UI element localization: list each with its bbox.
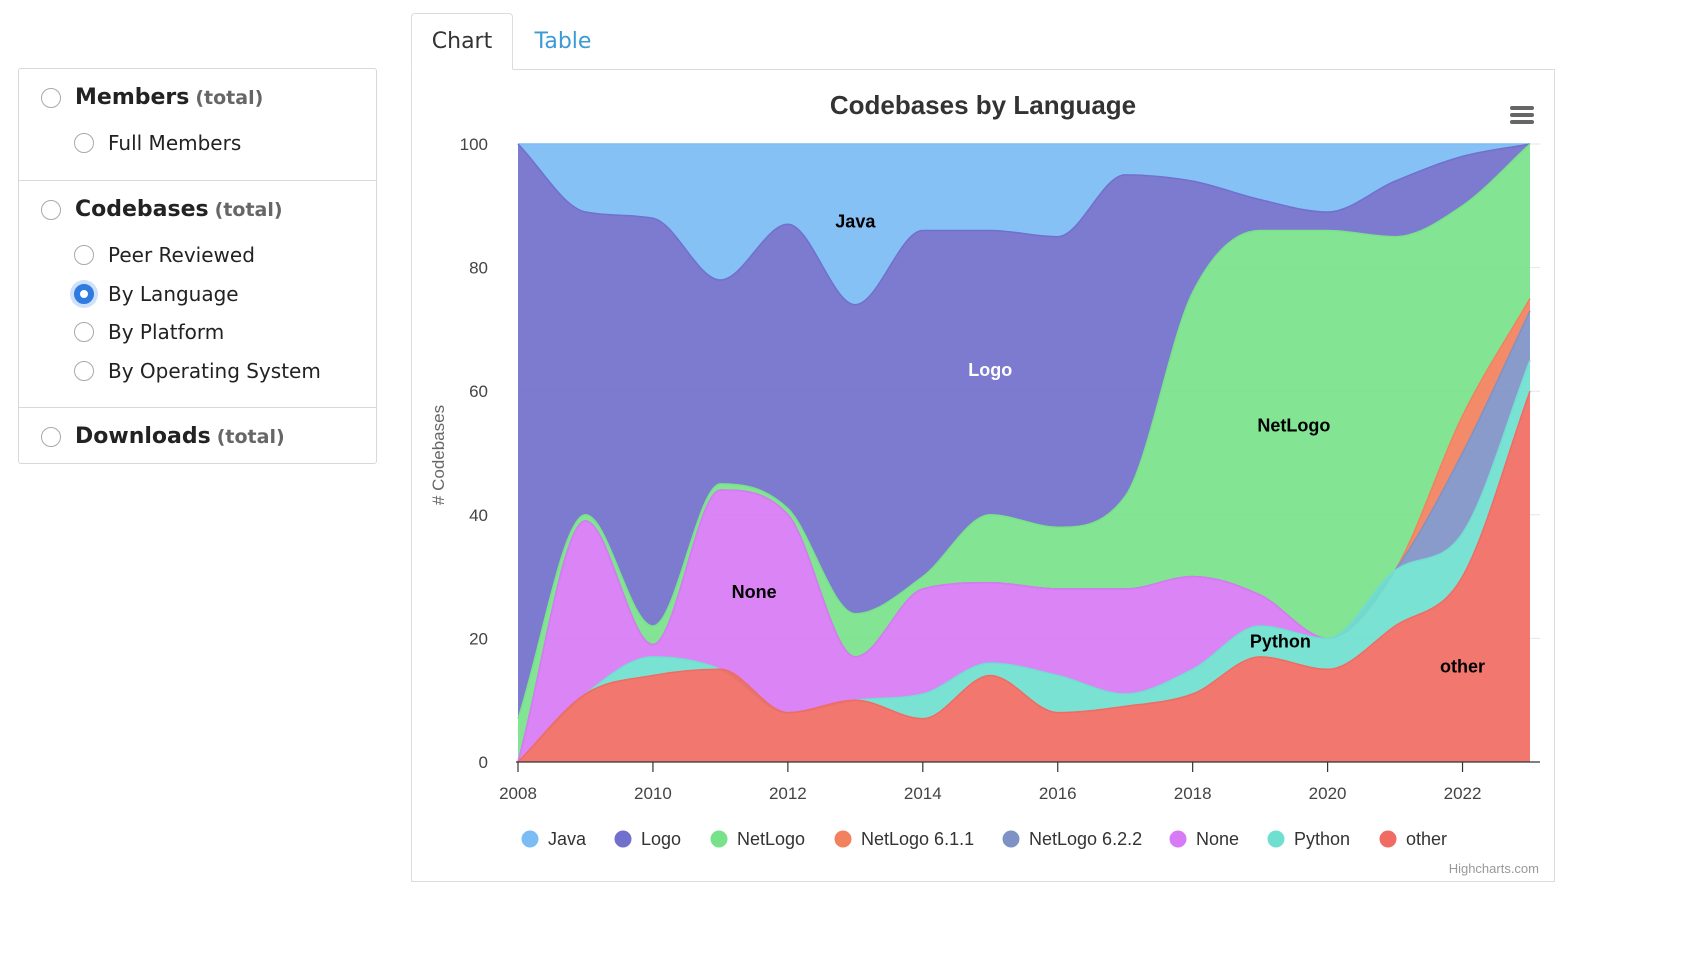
x-tick-label: 2010 (634, 784, 672, 803)
x-tick-label: 2018 (1174, 784, 1212, 803)
x-tick-label: 2008 (499, 784, 537, 803)
y-tick-label: 100 (460, 135, 488, 154)
y-tick-label: 80 (469, 259, 488, 278)
area-java[interactable] (518, 144, 1530, 305)
downloads-radio-option[interactable]: Downloads (total) (41, 424, 285, 449)
legend-label: NetLogo 6.1.1 (861, 829, 974, 849)
by-operating-system-option[interactable]: By Operating System (74, 359, 321, 383)
legend-label: Java (548, 829, 587, 849)
series-areas (517, 143, 1531, 763)
legend-marker (521, 830, 539, 848)
by-operating-system-radio[interactable] (74, 361, 94, 381)
peer-reviewed-radio[interactable] (74, 245, 94, 265)
legend-label: other (1406, 829, 1447, 849)
x-tick-label: 2016 (1039, 784, 1077, 803)
legend-item-other[interactable]: other (1379, 829, 1448, 849)
area-other[interactable] (518, 391, 1530, 762)
area-none[interactable] (518, 360, 1530, 762)
legend-marker (1379, 830, 1397, 848)
y-tick-label: 0 (479, 753, 488, 772)
tab-table[interactable]: Table (534, 29, 592, 54)
series-line-python (517, 360, 1531, 763)
legend: Java Logo NetLogo NetLogo 6.1.1 NetLogo 6.2.… (521, 829, 1448, 849)
by-language-radio[interactable] (74, 284, 94, 304)
legend-item-python[interactable]: Python (1267, 829, 1351, 849)
downloads-label: Downloads (75, 424, 211, 449)
codebases-total-suffix: (total) (214, 199, 283, 221)
area-label-java: Java (835, 211, 876, 231)
downloads-group: Downloads (total) (19, 407, 376, 465)
members-group: Members (total) Full Members (19, 69, 376, 180)
area-label-none: None (732, 582, 777, 602)
series-line-other (517, 390, 1531, 763)
codebases-label: Codebases (75, 197, 209, 222)
legend-label: None (1196, 829, 1239, 849)
members-radio[interactable] (41, 87, 61, 108)
area-label-netlogo: NetLogo (1257, 415, 1330, 435)
legend-marker (834, 830, 852, 848)
series-line-logo (517, 143, 1531, 306)
legend-marker (710, 830, 728, 848)
chart-title: Codebases by Language (830, 90, 1136, 120)
codebases-radio[interactable] (41, 199, 61, 220)
area-label-python: Python (1250, 632, 1311, 652)
legend-item-netlogo-6-2-2[interactable]: NetLogo 6.2.2 (1002, 829, 1143, 849)
by-platform-radio[interactable] (74, 322, 94, 342)
legend-marker (1267, 830, 1285, 848)
full-members-label: Full Members (108, 131, 242, 155)
x-tick-label: 2014 (904, 784, 942, 803)
by-platform-option[interactable]: By Platform (74, 320, 224, 344)
by-language-label: By Language (108, 282, 239, 306)
legend-item-logo[interactable]: Logo (614, 829, 682, 849)
legend-item-none[interactable]: None (1169, 829, 1240, 849)
by-platform-label: By Platform (108, 320, 225, 344)
by-operating-system-label: By Operating System (108, 359, 321, 383)
downloads-radio[interactable] (41, 426, 61, 447)
hamburger-icon[interactable] (1508, 103, 1536, 131)
members-label: Members (75, 85, 190, 110)
area-python[interactable] (518, 360, 1530, 762)
legend-marker (1169, 830, 1187, 848)
legend-label: NetLogo 6.2.2 (1029, 829, 1142, 849)
members-radio-option[interactable]: Members (total) (41, 85, 263, 110)
legend-item-netlogo[interactable]: NetLogo (710, 829, 806, 849)
full-members-option[interactable]: Full Members (74, 131, 241, 155)
axes: 0 20 40 60 80 100 2008 2010 2012 2014 2016 2018 2020… (460, 135, 1540, 803)
by-language-option[interactable]: By Language (74, 282, 239, 306)
codebases-radio-option[interactable]: Codebases (total) (41, 197, 283, 222)
peer-reviewed-label: Peer Reviewed (108, 243, 255, 267)
y-tick-label: 60 (469, 382, 488, 401)
area-label-other: other (1440, 656, 1485, 676)
legend-label: NetLogo (737, 829, 805, 849)
series-line-netlogo (517, 143, 1531, 719)
y-tick-label: 20 (469, 629, 488, 648)
peer-reviewed-option[interactable]: Peer Reviewed (74, 243, 255, 267)
full-members-radio[interactable] (74, 133, 94, 153)
area-netlogo[interactable] (518, 144, 1530, 762)
y-axis-title: # Codebases (429, 405, 448, 505)
codebases-group: Codebases (total) Peer Reviewed By Langua… (19, 180, 376, 408)
x-tick-label: 2012 (769, 784, 807, 803)
x-tick-label: 2020 (1309, 784, 1347, 803)
area-logo[interactable] (518, 144, 1530, 719)
credits-link[interactable]: Highcharts.com (1449, 861, 1539, 876)
members-total-suffix: (total) (195, 87, 264, 109)
area-labels: Java Logo NetLogo None Python other (732, 211, 1485, 676)
legend-item-netlogo-6-1-1[interactable]: NetLogo 6.1.1 (834, 829, 975, 849)
legend-label: Python (1294, 829, 1350, 849)
legend-label: Logo (641, 829, 681, 849)
x-tick-label: 2022 (1444, 784, 1482, 803)
legend-marker (1002, 830, 1020, 848)
legend-marker (614, 830, 632, 848)
area-label-logo: Logo (968, 360, 1012, 380)
downloads-total-suffix: (total) (216, 426, 285, 448)
legend-item-java[interactable]: Java (521, 829, 588, 849)
tab-chart[interactable]: Chart (411, 13, 513, 70)
y-tick-label: 40 (469, 506, 488, 525)
options-panel: Members (total) Full Members Codebases (to… (18, 68, 377, 464)
